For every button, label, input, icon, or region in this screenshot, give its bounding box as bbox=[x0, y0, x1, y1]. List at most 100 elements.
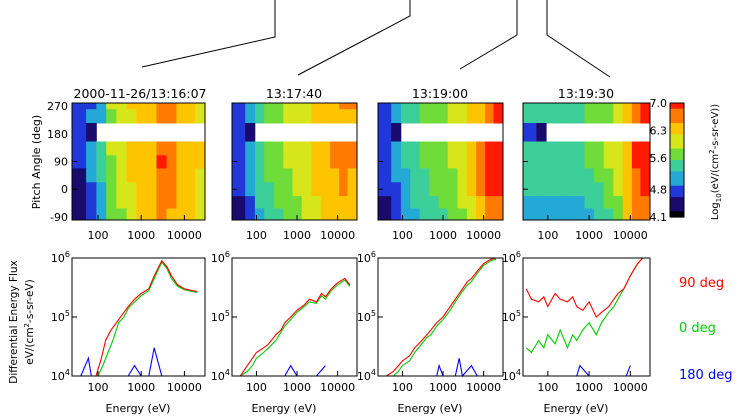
spectrogram-cell bbox=[575, 103, 585, 110]
spectrogram-cell bbox=[301, 155, 312, 169]
colorbar-swatch bbox=[670, 120, 684, 124]
spectrogram-cell bbox=[565, 109, 576, 124]
spectrogram-cell bbox=[156, 141, 167, 156]
spectrogram-cell bbox=[186, 155, 196, 169]
energy-tick-label: 100 bbox=[246, 229, 267, 242]
spectrogram-cell bbox=[311, 208, 322, 221]
spectrogram-cell bbox=[330, 155, 340, 169]
colorbar-swatch bbox=[670, 142, 684, 147]
spectrogram-cell bbox=[194, 155, 206, 169]
spectrogram-cell bbox=[156, 103, 167, 110]
spectrogram-cell bbox=[86, 208, 97, 221]
colorbar-swatch bbox=[670, 148, 684, 152]
spectrogram-cell bbox=[186, 208, 196, 221]
spectrogram-cell bbox=[575, 155, 585, 169]
spectrogram-cell bbox=[438, 196, 449, 209]
series-line-90-deg bbox=[239, 277, 351, 377]
spectrogram-cell bbox=[631, 208, 641, 221]
spectrogram-cell bbox=[186, 109, 196, 124]
energy-tick-label: 1000 bbox=[283, 381, 311, 394]
flux-panel-bg bbox=[378, 258, 503, 376]
spectrogram-cell bbox=[301, 168, 312, 183]
spectrogram-cell bbox=[536, 123, 547, 142]
flux-axis-label: Differential Energy Flux bbox=[8, 260, 20, 384]
spectrogram-cell bbox=[330, 182, 340, 197]
spectrogram-cell bbox=[126, 168, 137, 183]
energy-tick-label: 100 bbox=[392, 229, 413, 242]
spectrogram-cell bbox=[72, 103, 87, 110]
spectrogram-cell bbox=[493, 208, 504, 221]
panel-title-4: 13:19:30 bbox=[558, 86, 614, 101]
spectrogram-cell bbox=[136, 103, 147, 110]
spectrogram-cell bbox=[457, 103, 468, 110]
spectrogram-cell bbox=[410, 196, 420, 209]
spectrogram-cell bbox=[493, 155, 504, 169]
spectrogram-cell bbox=[546, 182, 557, 197]
flux-tick-base: 10 bbox=[357, 252, 371, 265]
colorbar-swatch bbox=[670, 137, 684, 141]
spectrogram-cell bbox=[378, 123, 392, 142]
flux-tick-exp: 6 bbox=[371, 250, 376, 259]
spectrogram-cell bbox=[166, 208, 177, 221]
spectrogram-cell bbox=[603, 208, 614, 221]
flux-tick-label: 105 bbox=[357, 309, 376, 324]
spectrogram-cell bbox=[584, 182, 595, 197]
spectrogram-cell bbox=[613, 196, 623, 209]
spectrogram-cell bbox=[584, 208, 595, 221]
spectrogram-cell bbox=[347, 182, 358, 197]
spectrogram-cell bbox=[493, 103, 504, 110]
spectrogram-cell bbox=[245, 141, 256, 156]
flux-tick-base: 10 bbox=[211, 370, 225, 383]
spectrogram-cell bbox=[136, 155, 147, 169]
spectrogram-cell bbox=[584, 103, 595, 110]
spectrogram-cell bbox=[378, 208, 392, 221]
spectrogram-cell bbox=[156, 155, 167, 169]
spectrogram-cell bbox=[523, 155, 537, 169]
spectrogram-cell bbox=[622, 168, 633, 183]
spectrogram-cell bbox=[116, 109, 127, 124]
spectrogram-cell bbox=[283, 103, 293, 110]
flux-panel-bg bbox=[72, 258, 205, 376]
spectrogram-cell bbox=[622, 182, 633, 197]
connector-line-2 bbox=[297, 0, 411, 76]
spectrogram-cell bbox=[347, 109, 358, 124]
spectrogram-cell bbox=[186, 182, 196, 197]
spectrogram-cell bbox=[493, 182, 504, 197]
spectrogram-cell bbox=[330, 141, 340, 156]
spectrogram-cell bbox=[96, 103, 107, 110]
connector-lines bbox=[141, 0, 611, 78]
flux-tick-base: 10 bbox=[211, 252, 225, 265]
spectrogram-cell bbox=[311, 103, 322, 110]
spectrogram-cell bbox=[292, 208, 303, 221]
spectrogram-cell bbox=[339, 155, 348, 169]
spectrogram-cell bbox=[419, 103, 430, 110]
spectrogram-cell bbox=[622, 155, 633, 169]
energy-tick-label: 1000 bbox=[283, 229, 311, 242]
spectrogram-cell bbox=[419, 168, 430, 183]
spectrogram-cell bbox=[339, 103, 348, 110]
spectrogram-cell bbox=[273, 103, 284, 110]
spectrogram-cell bbox=[378, 141, 392, 156]
colorbar-swatch bbox=[670, 211, 684, 215]
spectrogram-cell bbox=[96, 155, 107, 169]
spectrogram-cell bbox=[476, 208, 486, 221]
series-line-0-deg bbox=[386, 258, 497, 377]
spectrogram-cell bbox=[438, 208, 449, 221]
spectrogram-cell bbox=[523, 109, 537, 124]
spectrogram-cell bbox=[283, 155, 293, 169]
flux-tick-label: 106 bbox=[211, 250, 230, 265]
spectrogram-cell bbox=[254, 182, 265, 197]
colorbar-swatch bbox=[670, 165, 684, 170]
flux-tick-exp: 6 bbox=[65, 250, 70, 259]
colorbar-swatch bbox=[670, 114, 684, 118]
flux-tick-exp: 4 bbox=[225, 368, 230, 377]
flux-axis-units: eV/(cm2-s-sr-eV) bbox=[23, 279, 36, 364]
colorbar-label-units: (eV/(cm bbox=[710, 154, 721, 193]
spectrogram-cell bbox=[96, 182, 107, 197]
spectrogram-cell bbox=[410, 155, 420, 169]
spectrogram-cell bbox=[283, 168, 293, 183]
connector-line-1 bbox=[141, 0, 276, 68]
colorbar-label: Log10(eV/(cm2-s-sr-eV)) bbox=[708, 104, 723, 220]
flux-tick-exp: 5 bbox=[516, 309, 521, 318]
spectrogram-cell bbox=[176, 208, 187, 221]
